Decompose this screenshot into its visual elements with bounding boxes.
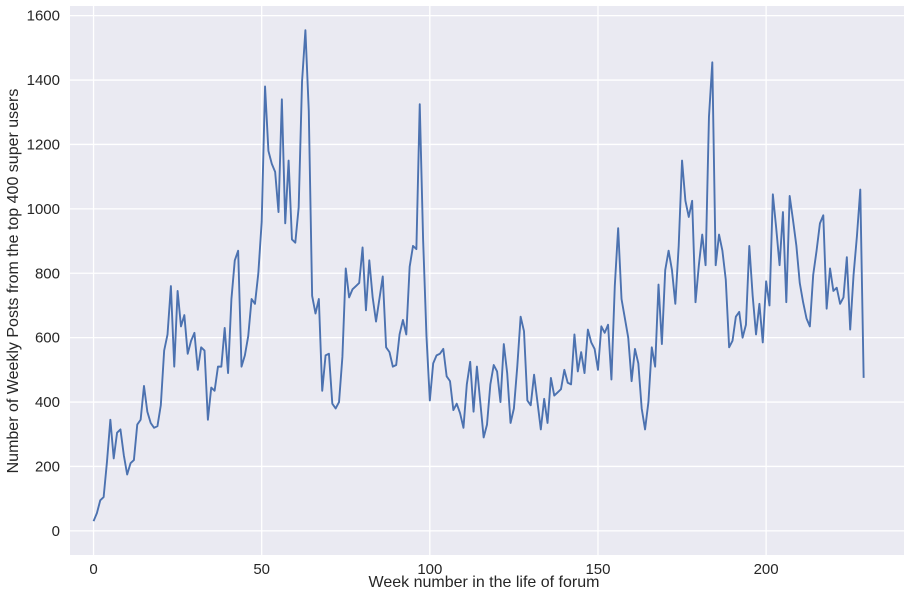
y-tick-label: 0 (52, 523, 60, 540)
y-tick-label: 1200 (27, 136, 60, 153)
x-tick-label: 0 (89, 561, 97, 578)
y-tick-label: 1400 (27, 72, 60, 89)
plot-background (70, 6, 904, 555)
x-tick-label: 50 (253, 561, 270, 578)
y-tick-label: 1600 (27, 8, 60, 25)
y-tick-label: 400 (35, 394, 60, 411)
y-axis-label: Number of Weekly Posts from the top 400 … (5, 89, 22, 474)
y-tick-label: 600 (35, 330, 60, 347)
y-tick-label: 200 (35, 458, 60, 475)
x-tick-label: 200 (754, 561, 779, 578)
x-tick-label: 100 (417, 561, 442, 578)
series-line (92, 29, 865, 522)
tick-labels: 0 50 100 150 200 0 200 400 600 800 1000 1200 1400 160… (27, 8, 779, 578)
y-tick-label: 800 (35, 265, 60, 282)
x-tick-label: 150 (585, 561, 610, 578)
y-tick-label: 1000 (27, 201, 60, 218)
series-layer (92, 29, 865, 522)
x-axis-label: Week number in the life of forum (369, 574, 600, 591)
